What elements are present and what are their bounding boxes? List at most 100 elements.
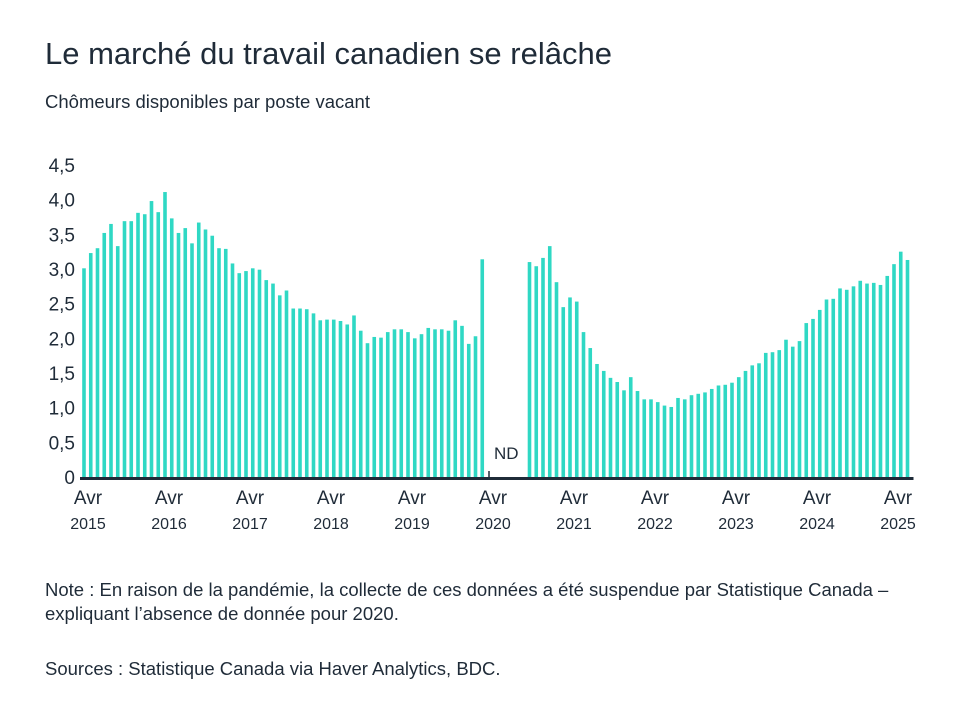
bar-2020-11 bbox=[534, 266, 539, 477]
x-tick-year: 2021 bbox=[556, 516, 592, 533]
bar-2017-07 bbox=[264, 280, 269, 477]
bar-2016-04 bbox=[163, 192, 167, 478]
bar-2023-04 bbox=[730, 382, 734, 477]
bar-2023-09 bbox=[763, 352, 768, 477]
bar-2024-03 bbox=[804, 323, 809, 477]
sources: Sources : Statistique Canada via Haver A… bbox=[45, 658, 501, 679]
bar-2020-10 bbox=[527, 262, 532, 477]
bar-2016-03 bbox=[156, 212, 161, 477]
bar-2017-04 bbox=[244, 271, 248, 477]
bar-2017-05 bbox=[250, 268, 255, 477]
bar-2019-11 bbox=[453, 320, 458, 477]
bar-2024-07 bbox=[831, 298, 836, 477]
bar-2024-11 bbox=[858, 280, 863, 477]
x-tick-month: Avr bbox=[74, 488, 103, 509]
y-tick-label: 4,5 bbox=[49, 156, 75, 177]
bar-2018-10 bbox=[365, 343, 370, 477]
bar-2016-10 bbox=[203, 229, 208, 477]
footnote: Note : En raison de la pandémie, la coll… bbox=[45, 579, 889, 624]
bar-2019-12 bbox=[460, 325, 464, 477]
x-tick-year: 2022 bbox=[637, 516, 673, 533]
nd-annotation: ND bbox=[494, 444, 519, 463]
bar-2023-01 bbox=[709, 388, 714, 477]
y-tick-label: 0 bbox=[64, 468, 75, 489]
y-tick-label: 3,0 bbox=[49, 260, 75, 281]
bar-2022-02 bbox=[635, 391, 640, 477]
x-tick-year: 2023 bbox=[718, 516, 754, 533]
bar-2021-02 bbox=[554, 282, 559, 477]
bar-2019-03 bbox=[399, 329, 404, 477]
bar-2015-10 bbox=[122, 221, 127, 477]
bar-2015-11 bbox=[129, 221, 134, 477]
bar-2024-09 bbox=[844, 289, 849, 477]
bar-2018-12 bbox=[379, 337, 383, 477]
y-axis-ticks: 0 0,5 1,0 1,5 2,0 2,5 3,0 3,5 4,0 4,5 bbox=[49, 156, 75, 489]
bar-2019-04 bbox=[406, 332, 410, 477]
bar-2024-05 bbox=[817, 309, 822, 477]
x-tick-month: Avr bbox=[560, 488, 589, 509]
bar-2018-01 bbox=[304, 309, 309, 477]
x-tick-month: Avr bbox=[236, 488, 265, 509]
bar-2015-07 bbox=[102, 232, 107, 477]
bar-2024-06 bbox=[824, 299, 829, 477]
x-tick-month: Avr bbox=[722, 488, 751, 509]
bar-2021-10 bbox=[608, 377, 613, 477]
bar-2019-06 bbox=[419, 334, 424, 477]
bar-2020-03 bbox=[480, 259, 485, 477]
bar-2021-06 bbox=[581, 332, 586, 477]
x-tick-year: 2019 bbox=[394, 516, 430, 533]
bar-2025-04 bbox=[892, 264, 896, 477]
bar-2020-01 bbox=[466, 343, 471, 477]
bar-2024-01 bbox=[790, 346, 795, 477]
x-tick-year: 2018 bbox=[313, 516, 349, 533]
bar-2023-06 bbox=[743, 370, 748, 477]
bar-2021-09 bbox=[601, 370, 606, 477]
bar-2017-02 bbox=[230, 263, 235, 477]
bar-2021-12 bbox=[622, 390, 626, 477]
bar-2019-10 bbox=[446, 330, 451, 477]
bar-2016-02 bbox=[149, 201, 154, 477]
y-tick-label: 1,0 bbox=[49, 399, 75, 420]
y-tick-label: 2,5 bbox=[49, 295, 75, 316]
y-tick-label: 4,0 bbox=[49, 191, 75, 212]
bar-2022-12 bbox=[703, 392, 707, 477]
bar-2024-10 bbox=[851, 286, 856, 477]
bar-2015-05 bbox=[88, 253, 93, 477]
bar-2018-03 bbox=[318, 320, 323, 477]
x-tick-month: Avr bbox=[317, 488, 346, 509]
bar-2024-02 bbox=[797, 341, 802, 477]
bar-2017-12 bbox=[298, 308, 302, 477]
bar-2015-06 bbox=[95, 248, 100, 477]
x-tick-year: 2025 bbox=[880, 516, 916, 533]
bar-2022-07 bbox=[669, 406, 674, 477]
bar-2016-11 bbox=[210, 235, 215, 477]
bar-2016-12 bbox=[217, 248, 221, 477]
bar-2021-05 bbox=[574, 301, 579, 477]
x-tick-year: 2017 bbox=[232, 516, 268, 533]
y-tick-label: 3,5 bbox=[49, 225, 75, 246]
chart-title: Le marché du travail canadien se relâche bbox=[45, 36, 612, 71]
bar-2017-11 bbox=[291, 308, 296, 477]
bar-2017-06 bbox=[257, 269, 262, 477]
bar-2021-08 bbox=[595, 363, 599, 477]
bar-2018-06 bbox=[338, 321, 343, 477]
bar-2022-11 bbox=[696, 393, 701, 477]
bar-2018-11 bbox=[372, 336, 377, 477]
bar-2019-07 bbox=[426, 327, 431, 477]
bar-2019-05 bbox=[412, 338, 417, 477]
bar-2015-08 bbox=[109, 223, 113, 477]
x-tick-month: Avr bbox=[641, 488, 670, 509]
bar-2018-09 bbox=[358, 330, 363, 477]
bar-2021-03 bbox=[561, 307, 566, 477]
bar-2025-05 bbox=[898, 251, 903, 477]
chart-subtitle: Chômeurs disponibles par poste vacant bbox=[45, 91, 370, 112]
bar-2025-02 bbox=[878, 284, 883, 477]
bar-2021-07 bbox=[588, 348, 593, 477]
bar-2017-01 bbox=[223, 248, 228, 477]
bar-2021-04 bbox=[568, 297, 572, 477]
bar-2016-06 bbox=[176, 232, 181, 477]
bar-2025-01 bbox=[871, 282, 876, 477]
bar-2017-09 bbox=[277, 295, 282, 477]
bar-2015-04 bbox=[82, 268, 86, 477]
bar-2018-08 bbox=[352, 315, 356, 477]
